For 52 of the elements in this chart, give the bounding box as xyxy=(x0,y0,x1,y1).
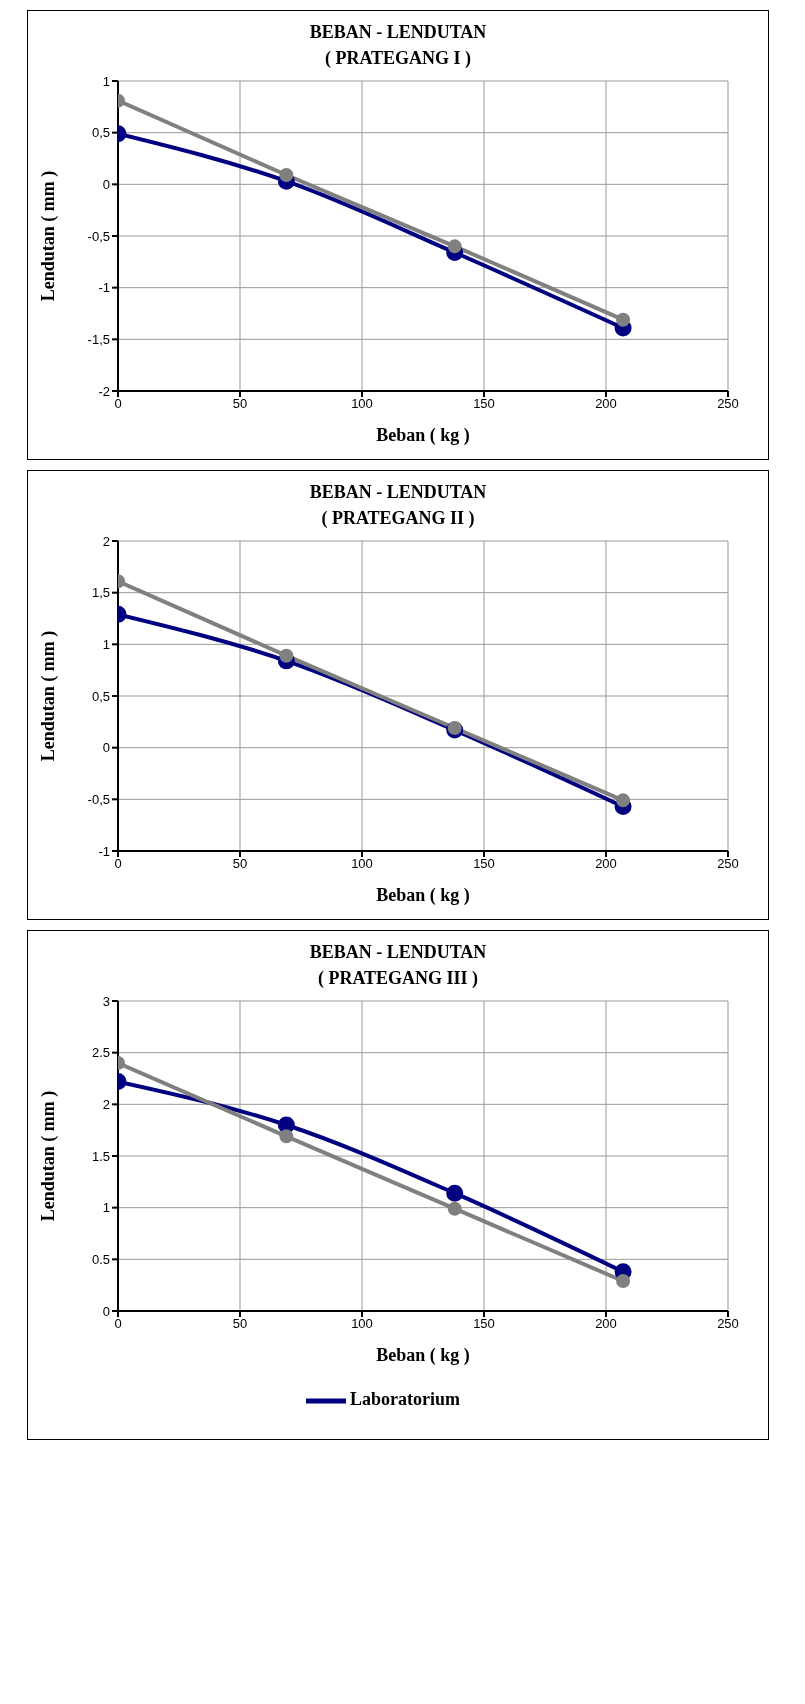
y-tick-label: -0,5 xyxy=(87,228,110,244)
chart-subtitle: ( PRATEGANG I ) xyxy=(323,47,473,70)
y-tick-label: 1 xyxy=(102,73,110,89)
y-axis-title: Lendutan ( mm ) xyxy=(38,1090,60,1222)
x-tick-label: 150 xyxy=(473,396,495,412)
y-tick-label: 0 xyxy=(102,740,110,756)
y-tick-label: -1,5 xyxy=(87,331,110,347)
chart-title: BEBAN - LENDUTAN xyxy=(308,941,488,964)
chart-subtitle: ( PRATEGANG II ) xyxy=(320,507,476,530)
y-tick-label: 0,5 xyxy=(91,125,110,141)
x-tick-label: 100 xyxy=(351,396,373,412)
x-tick-label: 50 xyxy=(232,856,248,872)
y-tick-label: 0.5 xyxy=(91,1251,110,1267)
x-tick-label: 200 xyxy=(595,856,617,872)
y-tick-label: 1.5 xyxy=(91,1148,110,1164)
x-tick-label: 50 xyxy=(232,1316,248,1332)
x-tick-label: 0 xyxy=(114,856,122,872)
y-tick-label: -1 xyxy=(98,280,110,296)
chart-title: BEBAN - LENDUTAN xyxy=(308,21,488,44)
y-tick-label: 2 xyxy=(102,1096,110,1112)
x-tick-label: 50 xyxy=(232,396,248,412)
y-tick-label: 1,5 xyxy=(91,585,110,601)
x-axis-title: Beban ( kg ) xyxy=(376,885,470,906)
x-tick-label: 250 xyxy=(717,1316,739,1332)
y-tick-label: 2.5 xyxy=(91,1045,110,1061)
y-tick-label: 0 xyxy=(102,176,110,192)
x-tick-label: 200 xyxy=(595,396,617,412)
x-axis-title: Beban ( kg ) xyxy=(376,1345,470,1366)
chart-title: BEBAN - LENDUTAN xyxy=(308,481,488,504)
legend-label: Laboratorium xyxy=(350,1389,460,1410)
y-tick-label: -0,5 xyxy=(87,791,110,807)
chart-subtitle: ( PRATEGANG III ) xyxy=(316,967,480,990)
x-tick-label: 100 xyxy=(351,1316,373,1332)
y-tick-label: 2 xyxy=(102,533,110,549)
x-tick-label: 200 xyxy=(595,1316,617,1332)
y-tick-label: -1 xyxy=(98,843,110,859)
x-tick-label: 100 xyxy=(351,856,373,872)
x-tick-label: 150 xyxy=(473,856,495,872)
y-axis-title: Lendutan ( mm ) xyxy=(38,170,60,302)
x-tick-label: 250 xyxy=(717,396,739,412)
y-axis-title: Lendutan ( mm ) xyxy=(38,630,60,762)
y-tick-label: 0,5 xyxy=(91,688,110,704)
y-tick-label: 1 xyxy=(102,1200,110,1216)
y-tick-label: 3 xyxy=(102,993,110,1009)
x-tick-label: 250 xyxy=(717,856,739,872)
y-tick-label: 1 xyxy=(102,636,110,652)
y-tick-label: 0 xyxy=(102,1303,110,1319)
y-tick-label: -2 xyxy=(98,383,110,399)
x-tick-label: 0 xyxy=(114,1316,122,1332)
x-tick-label: 150 xyxy=(473,1316,495,1332)
x-tick-label: 0 xyxy=(114,396,122,412)
x-axis-title: Beban ( kg ) xyxy=(376,425,470,446)
